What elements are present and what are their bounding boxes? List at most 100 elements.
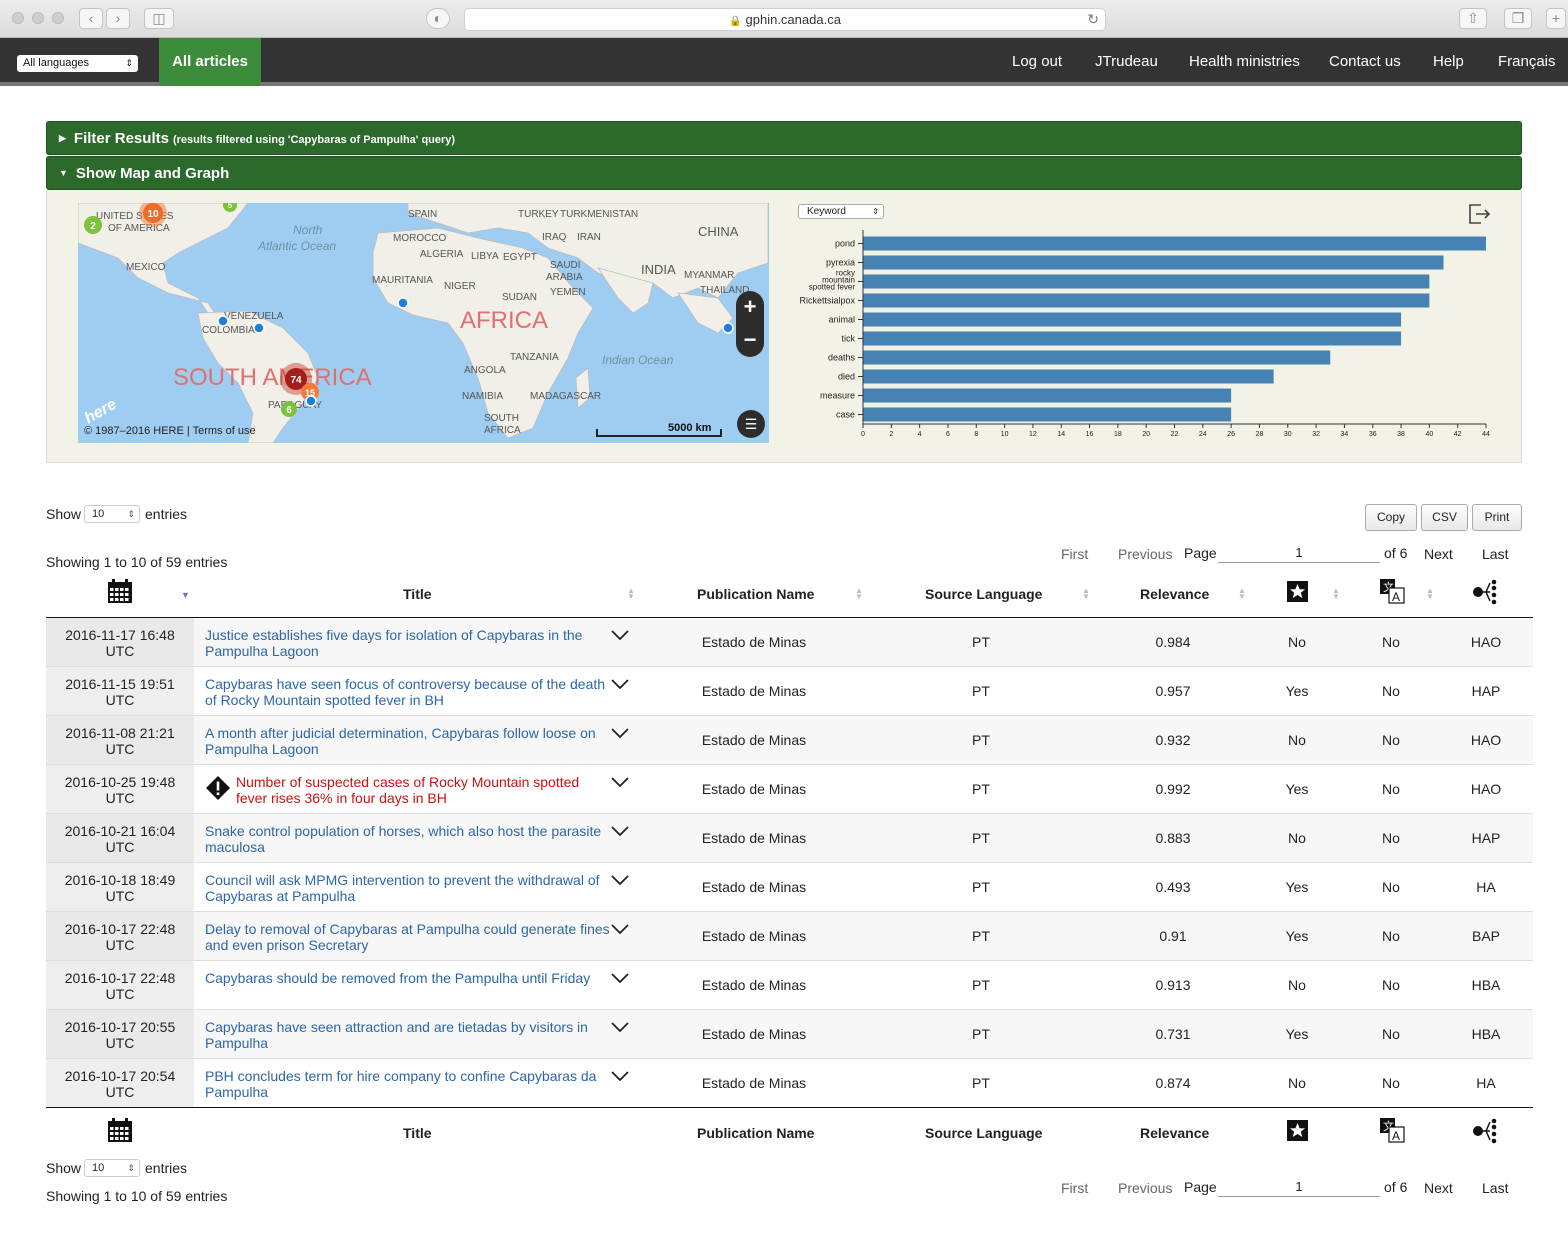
show-map-graph-toggle[interactable]: ▼ Show Map and Graph [46, 156, 1522, 190]
map-marker[interactable] [253, 322, 265, 334]
sort-icon[interactable]: ▲ ▼ [1238, 586, 1246, 601]
print-button[interactable]: Print [1472, 504, 1522, 531]
entries-select-bottom[interactable]: 10 ⇕ [84, 1159, 140, 1177]
share-icon[interactable]: ⇧ [1459, 8, 1487, 29]
pager-last[interactable]: Last [1482, 546, 1509, 562]
nav-help[interactable]: Help [1433, 53, 1464, 70]
svg-text:A: A [1392, 590, 1400, 604]
hierarchy-icon[interactable] [1472, 579, 1500, 605]
chevron-down-icon[interactable] [610, 628, 630, 642]
chevron-down-icon[interactable] [610, 971, 630, 985]
row-title-link[interactable]: Capybaras should be removed from the Pam… [205, 970, 591, 986]
chevron-down-icon[interactable] [610, 1020, 630, 1034]
sort-icon[interactable]: ▲ ▼ [1082, 586, 1090, 601]
close-window-button[interactable] [12, 12, 24, 24]
pager-previous[interactable]: Previous [1118, 546, 1173, 562]
row-title-link[interactable]: PBH concludes term for hire company to c… [205, 1068, 597, 1100]
zoom-window-button[interactable] [52, 12, 64, 24]
row-title-link[interactable]: Council will ask MPMG intervention to pr… [205, 872, 600, 904]
world-map[interactable]: UNITED STATES OF AMERICA MEXICO North At… [78, 203, 769, 443]
star-icon[interactable] [1287, 581, 1308, 602]
nav-logout[interactable]: Log out [1012, 53, 1063, 70]
table-row[interactable]: 2016-10-17 22:48 UTC Delay to removal of C… [46, 912, 1533, 961]
reload-icon[interactable]: ↻ [1087, 11, 1099, 27]
map-cluster[interactable] [285, 368, 307, 390]
chevron-down-icon[interactable] [610, 726, 630, 740]
table-row[interactable]: 2016-11-15 19:51 UTC Capybaras have seen f… [46, 667, 1533, 716]
row-title-link[interactable]: A month after judicial determination, Ca… [205, 725, 596, 757]
table-row[interactable]: 2016-11-08 21:21 UTC A month after judicia… [46, 716, 1533, 765]
header-language[interactable]: Source Language [925, 586, 1043, 602]
row-title-link[interactable]: Snake control population of horses, whic… [205, 823, 602, 855]
csv-button[interactable]: CSV [1421, 504, 1468, 531]
sort-icon[interactable]: ▲ ▼ [1332, 586, 1340, 601]
chevron-down-icon[interactable] [610, 922, 630, 936]
sort-icon[interactable]: ▲ ▼ [627, 586, 635, 601]
map-marker[interactable] [217, 315, 229, 327]
language-select[interactable]: All languages ⇕ [17, 55, 138, 72]
map-marker[interactable] [305, 395, 317, 407]
chevron-down-icon[interactable] [610, 824, 630, 838]
row-title-link[interactable]: Capybaras have seen focus of controversy… [205, 676, 606, 708]
sidebar-toggle-icon[interactable]: ◫ [144, 8, 174, 29]
zoom-out-button[interactable]: − [743, 327, 757, 352]
map-marker[interactable] [722, 322, 734, 334]
chevron-down-icon[interactable] [610, 1069, 630, 1083]
header-relevance[interactable]: Relevance [1140, 586, 1210, 602]
privacy-icon[interactable]: ◐ [426, 8, 450, 29]
pager-next-bottom[interactable]: Next [1424, 1180, 1453, 1196]
table-row[interactable]: 2016-10-18 18:49 UTC Council will ask MPMG… [46, 863, 1533, 912]
filter-results-toggle[interactable]: ▶ Filter Results (results filtered using '… [46, 121, 1522, 155]
export-icon[interactable] [1467, 203, 1491, 225]
entries-select[interactable]: 10 ⇕ [84, 505, 140, 523]
header-title[interactable]: Title [403, 586, 432, 602]
pager-first-bottom[interactable]: First [1061, 1180, 1089, 1196]
chevron-down-icon[interactable] [610, 873, 630, 887]
table-row[interactable]: 2016-10-17 20:55 UTC Capybaras have seen a… [46, 1010, 1533, 1059]
map-marker[interactable] [397, 297, 409, 309]
zoom-in-button[interactable]: + [743, 294, 757, 319]
row-title-link[interactable]: Number of suspected cases of Rocky Mount… [236, 774, 580, 806]
map-cluster[interactable] [223, 203, 237, 212]
sort-icon[interactable]: ▲ ▼ [1426, 586, 1434, 601]
new-tab-icon[interactable]: + [1546, 8, 1566, 29]
row-title-link[interactable]: Justice establishes five days for isolat… [205, 627, 583, 659]
header-publication[interactable]: Publication Name [697, 586, 815, 602]
calendar-icon[interactable] [107, 579, 133, 604]
map-copyright[interactable]: © 1987–2016 HERE | Terms of use [84, 425, 256, 437]
row-title-link[interactable]: Delay to removal of Capybaras at Pampulh… [205, 921, 610, 953]
pager-first[interactable]: First [1061, 546, 1089, 562]
sort-icon[interactable]: ▲ ▼ [855, 586, 863, 601]
forward-button[interactable]: › [106, 8, 130, 29]
pager-page-input[interactable]: 1 [1218, 545, 1380, 563]
map-cluster[interactable] [84, 216, 102, 234]
row-title-link[interactable]: Capybaras have seen attraction and are t… [205, 1019, 588, 1051]
table-row[interactable]: 2016-10-21 16:04 UTC Snake control populat… [46, 814, 1533, 863]
tabs-icon[interactable]: ❐ [1504, 8, 1532, 29]
pager-next[interactable]: Next [1424, 546, 1453, 562]
nav-user[interactable]: JTrudeau [1095, 53, 1158, 70]
address-bar[interactable]: 🔒 gphin.canada.ca ↻ [464, 8, 1106, 31]
pager-previous-bottom[interactable]: Previous [1118, 1180, 1173, 1196]
nav-contact-us[interactable]: Contact us [1329, 53, 1401, 70]
table-row[interactable]: 2016-10-17 20:54 UTC PBH concludes term fo… [46, 1059, 1533, 1108]
table-row[interactable]: 2016-10-25 19:48 UTC Number of suspected c… [46, 765, 1533, 814]
all-articles-tab[interactable]: All articles [159, 38, 261, 86]
chart-dimension-select[interactable]: Keyword ⇕ [798, 204, 884, 219]
table-row[interactable]: 2016-11-17 16:48 UTC Justice establishes f… [46, 618, 1533, 667]
chevron-down-icon[interactable] [610, 677, 630, 691]
layers-icon[interactable]: ☰ [737, 410, 765, 438]
pager-last-bottom[interactable]: Last [1482, 1180, 1509, 1196]
minimize-window-button[interactable] [32, 12, 44, 24]
nav-health-ministries[interactable]: Health ministries [1189, 53, 1300, 70]
translate-icon[interactable]: 文 A [1380, 579, 1405, 604]
nav-francais[interactable]: Français [1498, 53, 1556, 70]
pager-page-input-bottom[interactable]: 1 [1218, 1179, 1380, 1197]
copy-button[interactable]: Copy [1365, 504, 1417, 531]
sort-desc-icon[interactable]: ▼ [181, 590, 190, 600]
back-button[interactable]: ‹ [79, 8, 103, 29]
map-cluster[interactable] [143, 203, 163, 223]
map-cluster[interactable] [281, 401, 297, 417]
chevron-down-icon[interactable] [610, 775, 630, 789]
table-row[interactable]: 2016-10-17 22:48 UTC Capybaras should be r… [46, 961, 1533, 1010]
